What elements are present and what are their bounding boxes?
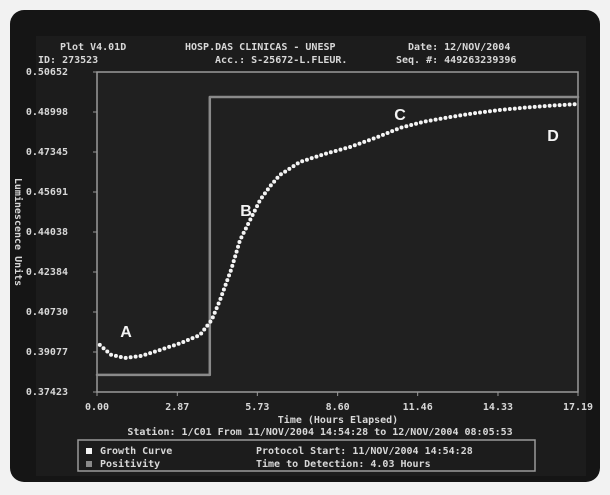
header-text: HOSP.DAS CLINICAS - UNESP <box>185 42 336 53</box>
y-tick-label: 0.48998 <box>26 107 68 118</box>
x-tick-label: 14.33 <box>483 402 513 413</box>
x-tick-label: 2.87 <box>165 402 189 413</box>
y-tick-label: 0.37423 <box>26 387 68 398</box>
legend-label: Growth Curve <box>100 446 172 457</box>
time-to-detection: Time to Detection: 4.03 Hours <box>256 458 431 470</box>
y-tick-label: 0.40730 <box>26 307 68 318</box>
x-tick-label: 8.60 <box>326 402 350 413</box>
legend-marker <box>86 448 92 454</box>
protocol-start: Protocol Start: 11/NOV/2004 14:54:28 <box>256 446 473 457</box>
y-axis-label: Luminescence Units <box>12 178 24 286</box>
y-tick-label: 0.39077 <box>26 347 68 358</box>
legend-marker <box>86 461 92 467</box>
annotation: D <box>547 128 559 145</box>
station-text: Station: 1/C01 From 11/NOV/2004 14:54:28… <box>127 426 512 438</box>
y-tick-label: 0.45691 <box>26 187 68 198</box>
plot-area <box>97 72 578 392</box>
annotation: A <box>120 324 132 341</box>
header-text: Date: 12/NOV/2004 <box>408 42 510 53</box>
header-text: ID: 273523 <box>38 55 98 66</box>
header-text: Seq. #: 449263239396 <box>396 55 516 66</box>
x-tick-label: 11.46 <box>403 402 433 413</box>
header-text: Acc.: S-25672-L.FLEUR. <box>215 55 347 66</box>
x-tick-label: 17.19 <box>563 402 593 413</box>
screen-photo: Plot V4.01D HOSP.DAS CLINICAS - UNESP Da… <box>0 0 610 491</box>
y-tick-label: 0.47345 <box>26 147 68 158</box>
x-axis-label: Time (Hours Elapsed) <box>278 414 398 426</box>
x-tick-label: 0.00 <box>85 402 109 413</box>
y-tick-label: 0.44038 <box>26 227 68 238</box>
annotation: B <box>240 203 252 220</box>
legend-label: Positivity <box>100 458 160 470</box>
y-tick-label: 0.42384 <box>26 267 68 278</box>
x-tick-label: 5.73 <box>245 402 269 413</box>
annotation: C <box>394 107 406 124</box>
header-text: Plot V4.01D <box>60 42 126 53</box>
y-tick-label: 0.50652 <box>26 67 68 78</box>
